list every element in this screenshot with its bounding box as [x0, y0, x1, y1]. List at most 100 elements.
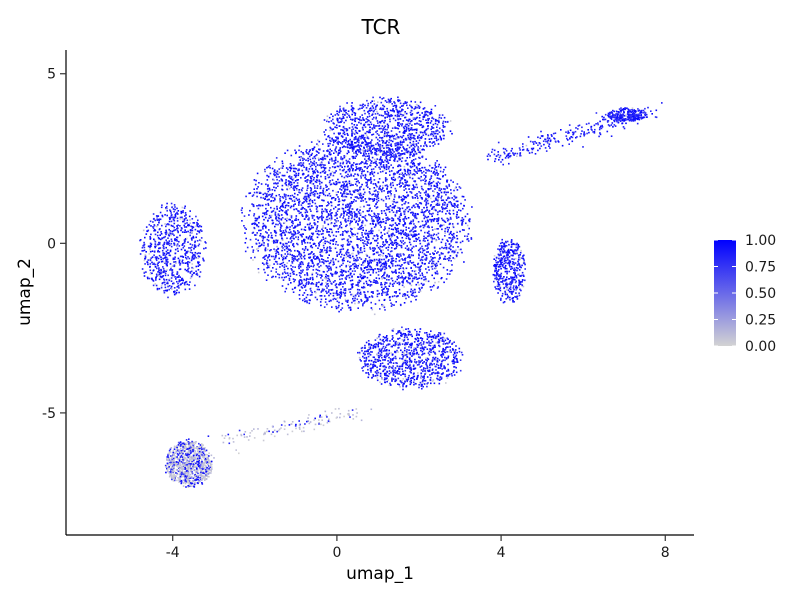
- cell-point: [429, 363, 432, 365]
- cell-point: [399, 165, 402, 167]
- cell-point: [426, 366, 429, 369]
- cell-point: [403, 196, 406, 198]
- cell-point: [281, 184, 284, 187]
- cell-point: [300, 156, 302, 158]
- cell-point: [306, 301, 308, 304]
- cell-point: [181, 255, 184, 258]
- cell-point: [172, 274, 175, 276]
- cell-point: [427, 336, 430, 339]
- cell-point: [178, 461, 181, 464]
- cell-point: [310, 227, 312, 230]
- cell-point: [194, 466, 196, 469]
- cell-point: [428, 211, 430, 213]
- cell-point: [510, 239, 513, 241]
- cell-point: [183, 445, 186, 448]
- cell-point: [396, 172, 399, 174]
- cell-point: [160, 238, 162, 241]
- cell-point: [335, 417, 338, 419]
- cell-point: [410, 222, 413, 225]
- cell-point: [172, 225, 174, 227]
- cell-point: [412, 254, 414, 257]
- cell-point: [161, 249, 164, 252]
- cell-point: [181, 282, 184, 284]
- cell-point: [173, 470, 176, 473]
- cell-point: [177, 444, 180, 446]
- cell-point: [509, 288, 512, 291]
- cell-point: [294, 249, 296, 252]
- cell-point: [398, 195, 400, 198]
- cell-point: [383, 372, 386, 375]
- cell-point: [167, 453, 169, 456]
- cell-point: [149, 237, 152, 239]
- cell-point: [354, 196, 357, 198]
- cell-point: [428, 226, 430, 229]
- cell-point: [461, 229, 464, 231]
- cell-point: [520, 257, 523, 259]
- cell-point: [443, 365, 445, 367]
- cell-point: [439, 166, 442, 169]
- cell-point: [509, 283, 512, 286]
- cell-point: [221, 434, 224, 437]
- cell-point: [413, 230, 416, 232]
- cell-point: [363, 357, 366, 359]
- cell-point: [160, 276, 163, 279]
- cell-point: [190, 249, 193, 251]
- cell-point: [328, 262, 331, 265]
- cell-point: [394, 367, 397, 369]
- cell-point: [411, 355, 413, 357]
- cell-point: [517, 243, 520, 246]
- cell-point: [432, 220, 435, 222]
- cell-point: [399, 185, 401, 188]
- cell-point: [206, 466, 209, 469]
- cell-point: [297, 210, 299, 212]
- cell-point: [299, 262, 301, 264]
- cell-point: [324, 301, 327, 303]
- cell-point: [380, 231, 382, 234]
- cell-point: [425, 362, 428, 364]
- cell-point: [446, 342, 448, 344]
- cell-point: [178, 240, 180, 243]
- cell-point: [516, 242, 518, 245]
- cell-point: [326, 287, 328, 289]
- cell-point: [191, 471, 193, 473]
- cell-point: [513, 258, 515, 261]
- cell-point: [417, 170, 419, 172]
- cell-point: [276, 178, 278, 181]
- cell-point: [179, 467, 181, 470]
- cell-point: [203, 475, 205, 478]
- cell-point: [310, 244, 313, 247]
- cell-point: [322, 199, 324, 202]
- cell-point: [511, 258, 513, 260]
- cell-point: [388, 190, 391, 193]
- cell-point: [392, 328, 395, 330]
- cell-point: [341, 238, 343, 241]
- cell-point: [194, 255, 196, 258]
- cell-point: [303, 286, 306, 288]
- cell-point: [390, 225, 393, 227]
- cell-point: [513, 278, 515, 281]
- cell-point: [417, 353, 420, 356]
- cell-point: [379, 342, 382, 344]
- cell-point: [445, 207, 448, 209]
- cell-point: [306, 223, 309, 226]
- cell-point: [430, 348, 432, 351]
- cell-point: [440, 377, 443, 379]
- cell-point: [394, 214, 397, 216]
- cell-point: [315, 168, 317, 171]
- cell-point: [197, 463, 199, 466]
- cell-point: [455, 255, 458, 258]
- cell-point: [195, 265, 198, 268]
- cell-point: [203, 456, 206, 458]
- cell-point: [308, 266, 311, 269]
- cell-point: [372, 345, 375, 347]
- cell-point: [348, 180, 351, 183]
- cell-point: [169, 210, 172, 213]
- cell-point: [452, 225, 454, 227]
- cell-point: [176, 286, 179, 288]
- cell-point: [343, 156, 346, 159]
- cell-point: [173, 448, 176, 450]
- cell-point: [504, 266, 506, 269]
- cell-point: [381, 303, 383, 306]
- cell-point: [368, 373, 370, 376]
- cell-point: [324, 171, 327, 173]
